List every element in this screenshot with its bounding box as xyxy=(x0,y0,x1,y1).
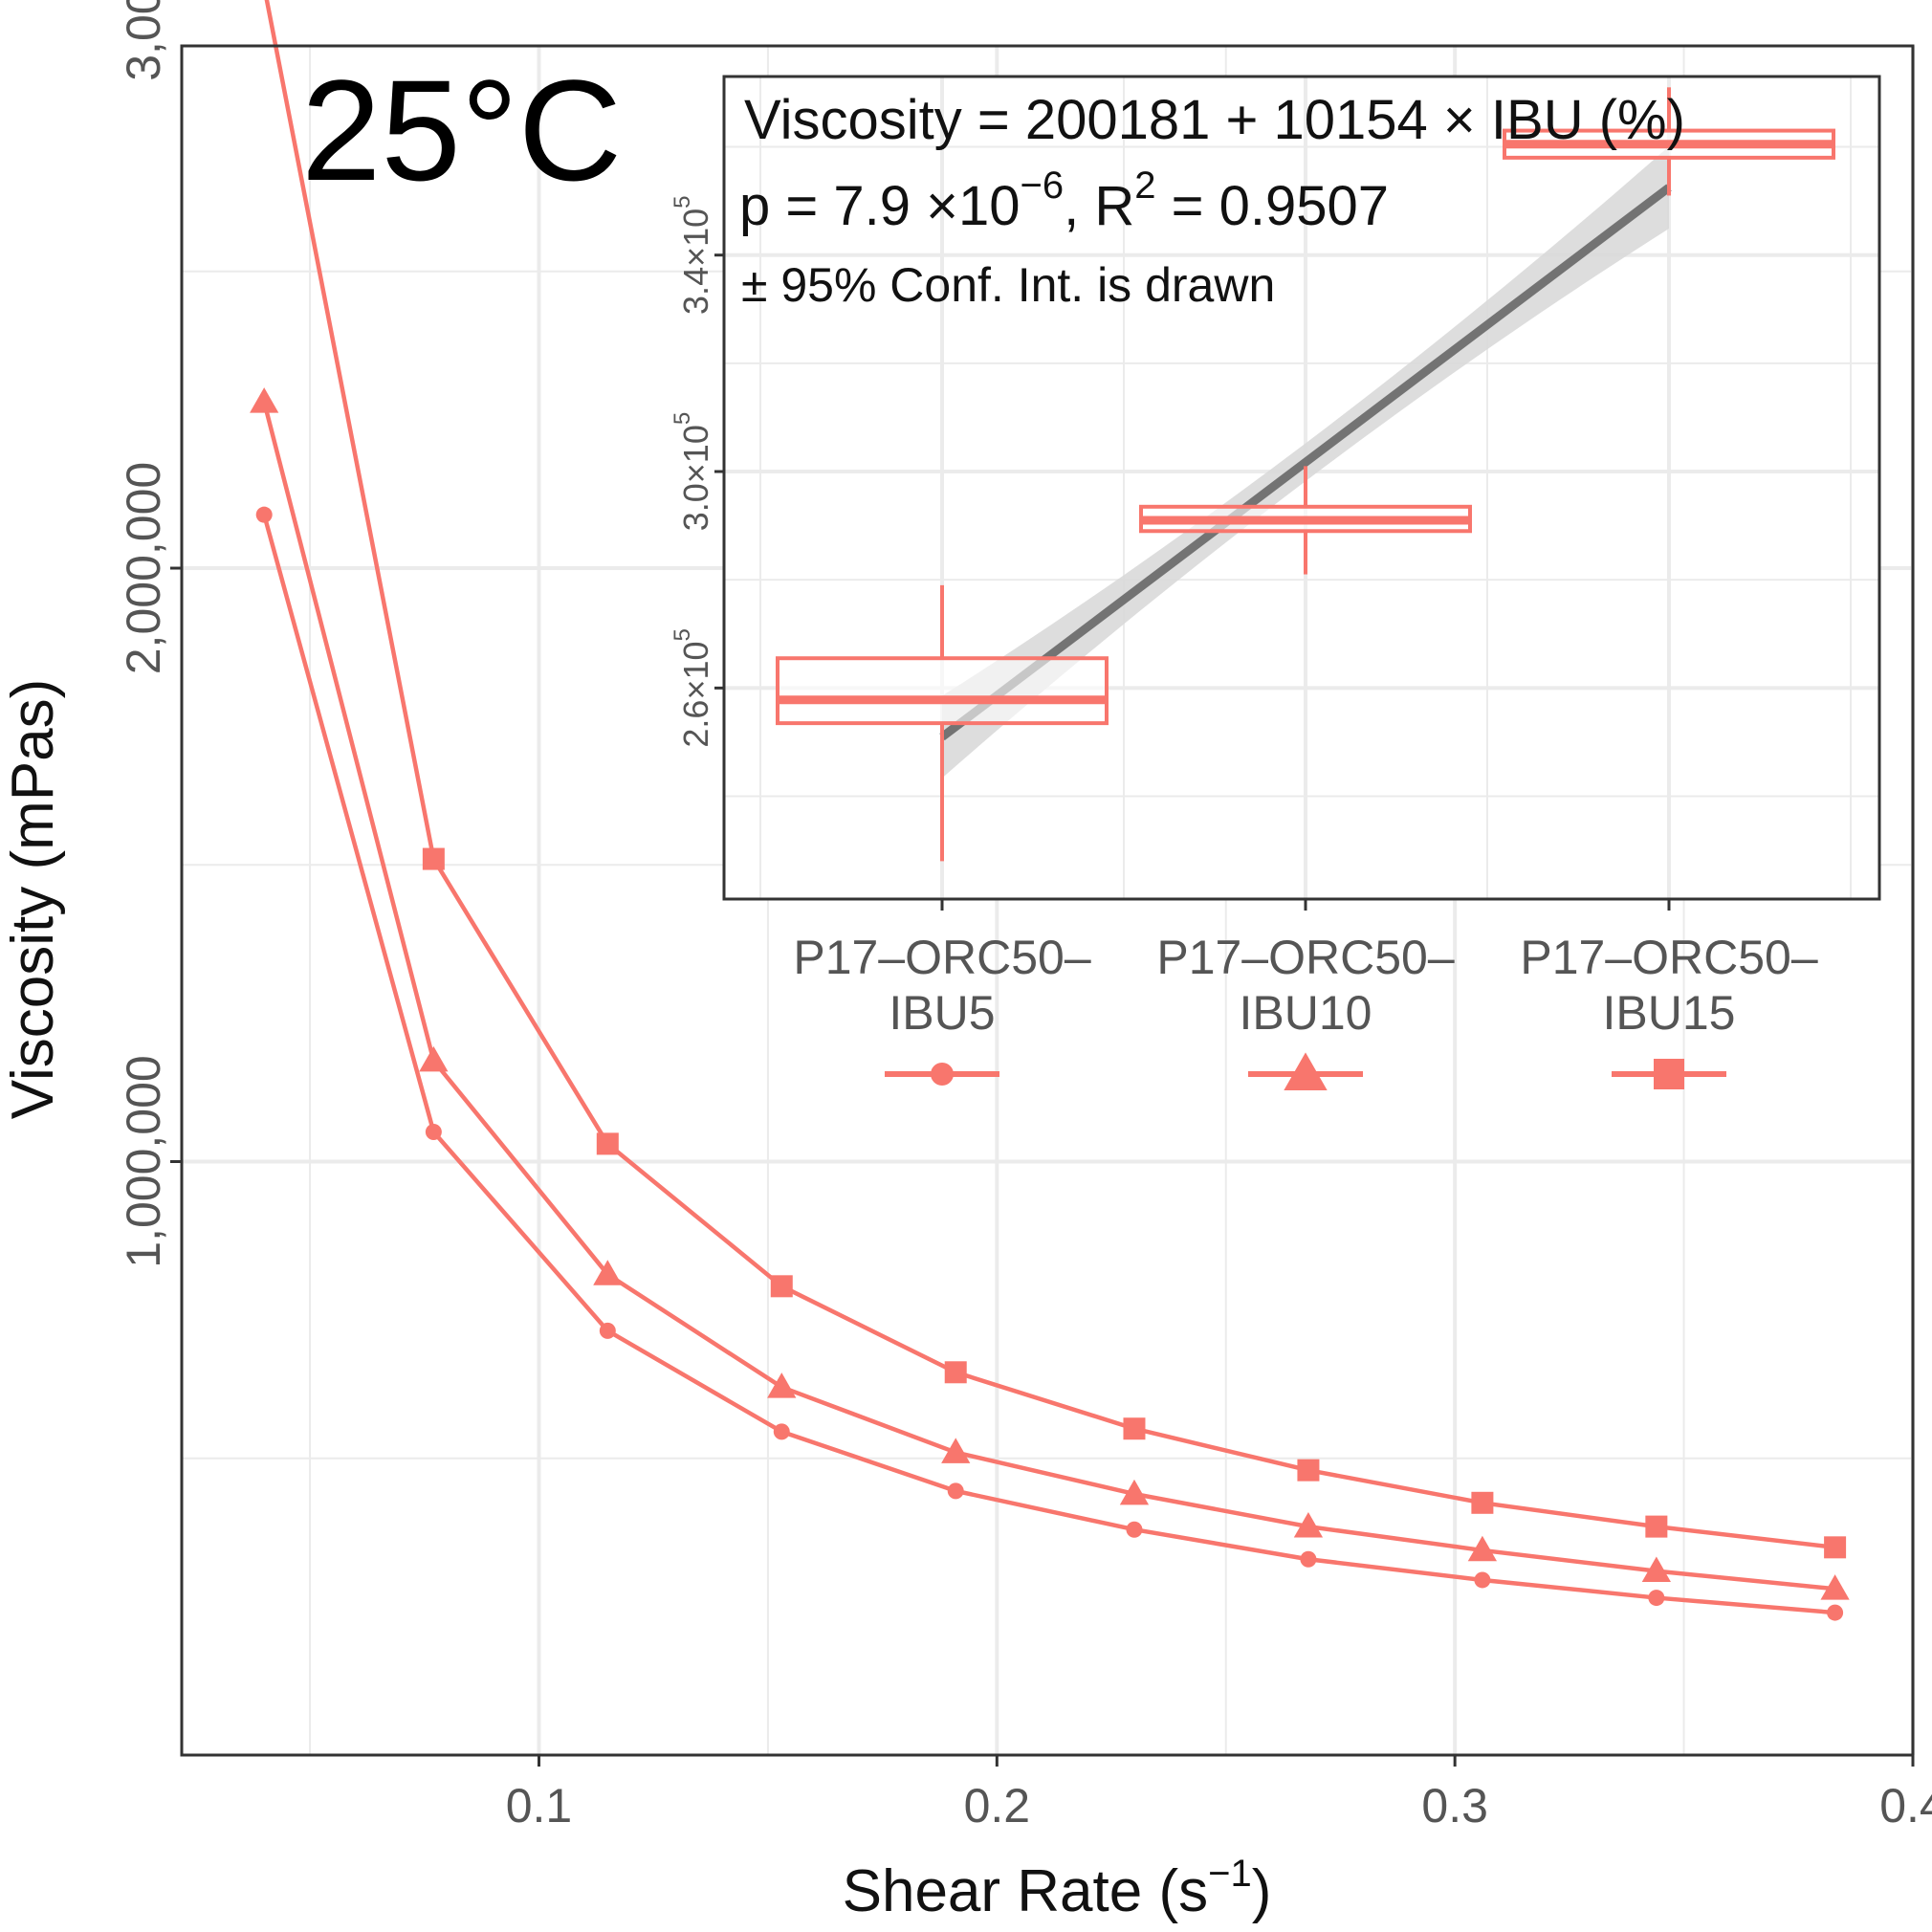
data-point xyxy=(419,1045,449,1072)
main-axes: 0.1 0.2 0.3 0.4 1,000,000 2,000,000 3,000,000 xyxy=(117,0,1932,1833)
data-point xyxy=(1471,1491,1494,1514)
y-tick-label: 1,000,000 xyxy=(117,1055,170,1267)
data-point xyxy=(1467,1535,1498,1562)
series-square xyxy=(264,0,1847,1559)
box xyxy=(776,656,1109,726)
legend-marker xyxy=(931,1063,954,1086)
inset-category-label: IBU10 xyxy=(1240,986,1372,1040)
data-point xyxy=(1293,1511,1324,1538)
y-axis-title: Viscosity (mPas) xyxy=(0,679,66,1120)
x-tick-label: 0.3 xyxy=(1421,1779,1488,1833)
inset-legend xyxy=(885,1052,1726,1091)
series-circle xyxy=(255,506,1844,1621)
inset-category-label: IBU15 xyxy=(1603,986,1736,1040)
data-point xyxy=(1641,1556,1671,1582)
regression-equation: Viscosity = 200181 + 10154 × IBU (%) xyxy=(744,89,1685,151)
inset-category-label: P17–ORC50– xyxy=(1156,931,1454,984)
inset-y-tick-label: 3.4×105 xyxy=(670,195,715,314)
boxplot-2 xyxy=(1139,466,1472,575)
inset-y-tick-label: 2.6×105 xyxy=(670,628,715,747)
data-point xyxy=(1119,1479,1150,1505)
data-point xyxy=(1648,1590,1665,1607)
data-point xyxy=(255,506,273,523)
data-point xyxy=(599,1322,616,1339)
main-series xyxy=(250,0,1850,1621)
data-point xyxy=(250,387,279,413)
inset-category-label: P17–ORC50– xyxy=(1520,931,1817,984)
data-point xyxy=(947,1482,964,1500)
fit-line-path xyxy=(939,184,1672,741)
inset-y-tick-label: 3.0×105 xyxy=(670,412,715,531)
data-point xyxy=(1474,1571,1491,1589)
series-line xyxy=(262,401,1835,1592)
data-point xyxy=(1297,1459,1320,1482)
x-axis-title: Shear Rate (s−1) xyxy=(843,1853,1272,1924)
inset-category-label: P17–ORC50– xyxy=(793,931,1090,984)
legend-marker xyxy=(1654,1059,1684,1089)
x-tick-label: 0.1 xyxy=(506,1779,573,1833)
boxplot-3 xyxy=(1503,87,1835,196)
panel-label: 25°C xyxy=(301,50,622,210)
data-point xyxy=(944,1361,967,1384)
legend-key-triangle xyxy=(1248,1052,1363,1091)
series-triangle xyxy=(250,387,1850,1600)
data-point xyxy=(1123,1417,1146,1440)
inset-category-labels: P17–ORC50–IBU5P17–ORC50–IBU10P17–ORC50–I… xyxy=(793,931,1817,1040)
legend-key-circle xyxy=(885,1063,999,1086)
fit-line xyxy=(939,184,1672,741)
x-tick-label: 0.2 xyxy=(964,1779,1031,1833)
legend-marker xyxy=(1284,1052,1328,1091)
series-line xyxy=(262,514,1835,1615)
inset-frame xyxy=(722,75,1881,901)
main-plot-frame xyxy=(180,44,1915,1757)
data-point xyxy=(941,1438,971,1463)
data-point xyxy=(1824,1536,1847,1559)
inset-boxplots xyxy=(776,87,1835,862)
data-point xyxy=(425,1123,442,1140)
confidence-note: ± 95% Conf. Int. is drawn xyxy=(741,258,1275,312)
x-tick-label: 0.4 xyxy=(1879,1779,1932,1833)
series-line xyxy=(264,0,1835,1550)
data-point xyxy=(422,847,445,870)
boxplot-1 xyxy=(776,584,1109,862)
legend-key-square xyxy=(1612,1059,1726,1089)
inset-background xyxy=(724,77,1879,899)
data-point xyxy=(1820,1574,1850,1600)
inset-axes: 2.6×105 3.0×105 3.4×105 xyxy=(670,195,1671,911)
regression-stats: p = 7.9 ×10−6, R2 = 0.9507 xyxy=(739,165,1389,237)
y-tick-label: 3,000,000 xyxy=(117,0,170,81)
data-point xyxy=(1827,1604,1844,1621)
data-point xyxy=(1645,1515,1668,1538)
data-point xyxy=(1126,1521,1143,1538)
data-point xyxy=(596,1132,619,1155)
inset-category-label: IBU5 xyxy=(889,986,995,1040)
data-point xyxy=(773,1423,790,1440)
data-point xyxy=(770,1275,793,1298)
data-point xyxy=(1300,1550,1317,1568)
data-point xyxy=(593,1260,623,1285)
data-point xyxy=(767,1372,797,1398)
y-tick-label: 2,000,000 xyxy=(117,462,170,674)
